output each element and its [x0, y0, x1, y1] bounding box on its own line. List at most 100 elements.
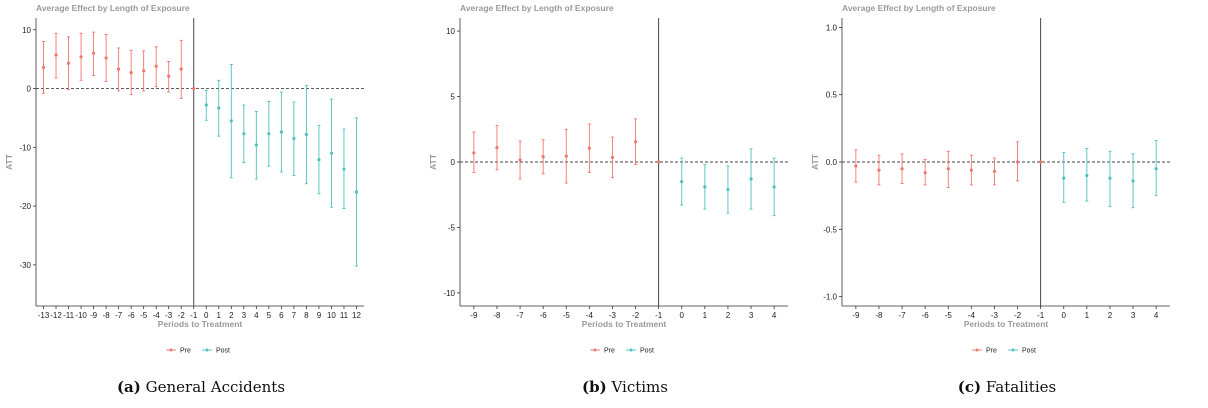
caption-fatalities: (c) Fatalities: [806, 378, 1208, 396]
data-point: [946, 167, 950, 171]
x-tick-label: 11: [340, 311, 349, 320]
data-point: [610, 155, 615, 160]
data-point: [91, 51, 96, 55]
data-point: [518, 158, 522, 162]
data-point: [104, 56, 108, 60]
x-axis-label: Periods to Treatment: [964, 319, 1049, 329]
data-point: [564, 154, 568, 158]
x-tick-label: -7: [516, 311, 524, 320]
data-point: [772, 185, 776, 189]
x-tick-label: -1: [655, 311, 663, 320]
data-point: [242, 132, 246, 136]
x-tick-label: 4: [772, 311, 777, 320]
caption-label: (b): [582, 378, 607, 396]
caption-victims: (b) Victims: [424, 378, 826, 396]
y-axis-label: ATT: [810, 153, 820, 170]
x-tick-label: -9: [470, 311, 478, 320]
x-tick-label: -1: [190, 311, 198, 320]
y-axis-label: ATT: [428, 153, 438, 170]
data-point: [117, 67, 121, 71]
x-tick-label: 2: [726, 311, 731, 320]
y-tick-label: 0: [451, 158, 456, 167]
x-tick-label: 1: [217, 311, 222, 320]
data-point: [587, 146, 591, 150]
x-tick-label: -3: [609, 311, 617, 320]
data-point: [229, 119, 233, 123]
x-tick-label: -8: [493, 311, 501, 320]
x-tick-label: -11: [63, 311, 75, 320]
legend-marker: [1011, 348, 1015, 352]
caption-general-accidents: (a) General Accidents: [0, 378, 402, 396]
x-tick-label: 4: [1154, 311, 1159, 320]
x-tick-label: 12: [352, 311, 361, 320]
legend-entry: Post: [640, 348, 654, 355]
panel-fatalities: Average Effect by Length of Exposure 1.0 0…: [806, 0, 1208, 408]
x-tick-label: -5: [945, 311, 953, 320]
data-point: [66, 61, 71, 65]
data-point: [154, 64, 158, 68]
y-tick-label: 0.0: [826, 158, 838, 167]
y-tick-label: 0.5: [826, 91, 838, 100]
data-point: [79, 55, 83, 59]
x-tick-label: 2: [229, 311, 234, 320]
x-tick-label: 10: [327, 311, 336, 320]
data-point: [304, 132, 309, 136]
chart-title: Average Effect by Length of Exposure: [36, 3, 190, 13]
legend-entry: Pre: [986, 348, 997, 355]
legend-entry: Post: [1022, 348, 1036, 355]
panel-general-accidents: Average Effect by Length of Exposure 10 0-…: [0, 0, 402, 408]
x-tick-label: 2: [1108, 311, 1113, 320]
data-point: [192, 86, 196, 91]
data-point: [969, 168, 973, 172]
y-tick-label: -5: [448, 223, 456, 232]
data-point: [854, 164, 858, 168]
y-tick-label: -10: [19, 143, 31, 152]
x-tick-label: -8: [875, 311, 883, 320]
x-tick-label: 0: [1062, 311, 1067, 320]
data-point: [179, 67, 183, 71]
x-tick-label: -2: [1014, 311, 1022, 320]
x-tick-label: -8: [103, 311, 111, 320]
chart-general-accidents: Average Effect by Length of Exposure100-…: [4, 3, 364, 355]
y-tick-label: -20: [19, 202, 31, 211]
data-point: [129, 71, 133, 75]
x-tick-label: -4: [968, 311, 976, 320]
data-point: [472, 151, 476, 155]
x-axis-label: Periods to Treatment: [582, 319, 667, 329]
caption-label: (c): [957, 378, 982, 396]
data-point: [633, 140, 638, 144]
data-point: [703, 185, 707, 189]
caption-label: (a): [116, 378, 141, 396]
data-point: [680, 180, 684, 184]
caption-text: Victims: [611, 378, 668, 396]
x-tick-label: 0: [204, 311, 209, 320]
x-tick-label: 3: [242, 311, 247, 320]
x-tick-label: -7: [115, 311, 123, 320]
data-point: [749, 177, 753, 181]
x-tick-label: -12: [50, 311, 62, 320]
x-tick-label: 4: [254, 311, 259, 320]
data-point: [923, 171, 927, 175]
y-tick-label: -10: [443, 289, 455, 298]
panel-victims: Average Effect by Length of Exposure 10 5 0…: [424, 0, 826, 408]
x-tick-label: 7: [292, 311, 297, 320]
caption-text: General Accidents: [145, 378, 286, 396]
x-tick-label: 5: [267, 311, 272, 320]
data-point: [992, 169, 997, 174]
x-tick-label: -3: [991, 311, 999, 320]
y-tick-label: -1.0: [823, 293, 837, 302]
x-tick-label: 0: [680, 311, 685, 320]
legend-marker: [593, 348, 597, 352]
data-point: [267, 132, 271, 136]
data-point: [657, 160, 661, 164]
x-tick-label: -3: [165, 311, 173, 320]
x-tick-label: 1: [1085, 311, 1090, 320]
y-axis-label: ATT: [4, 153, 14, 170]
x-tick-label: -4: [153, 311, 161, 320]
x-tick-label: -6: [128, 311, 136, 320]
x-tick-label: -2: [178, 311, 186, 320]
data-point: [167, 74, 171, 78]
chart-title: Average Effect by Length of Exposure: [842, 3, 996, 13]
x-tick-label: 3: [1131, 311, 1136, 320]
data-point: [354, 190, 359, 194]
